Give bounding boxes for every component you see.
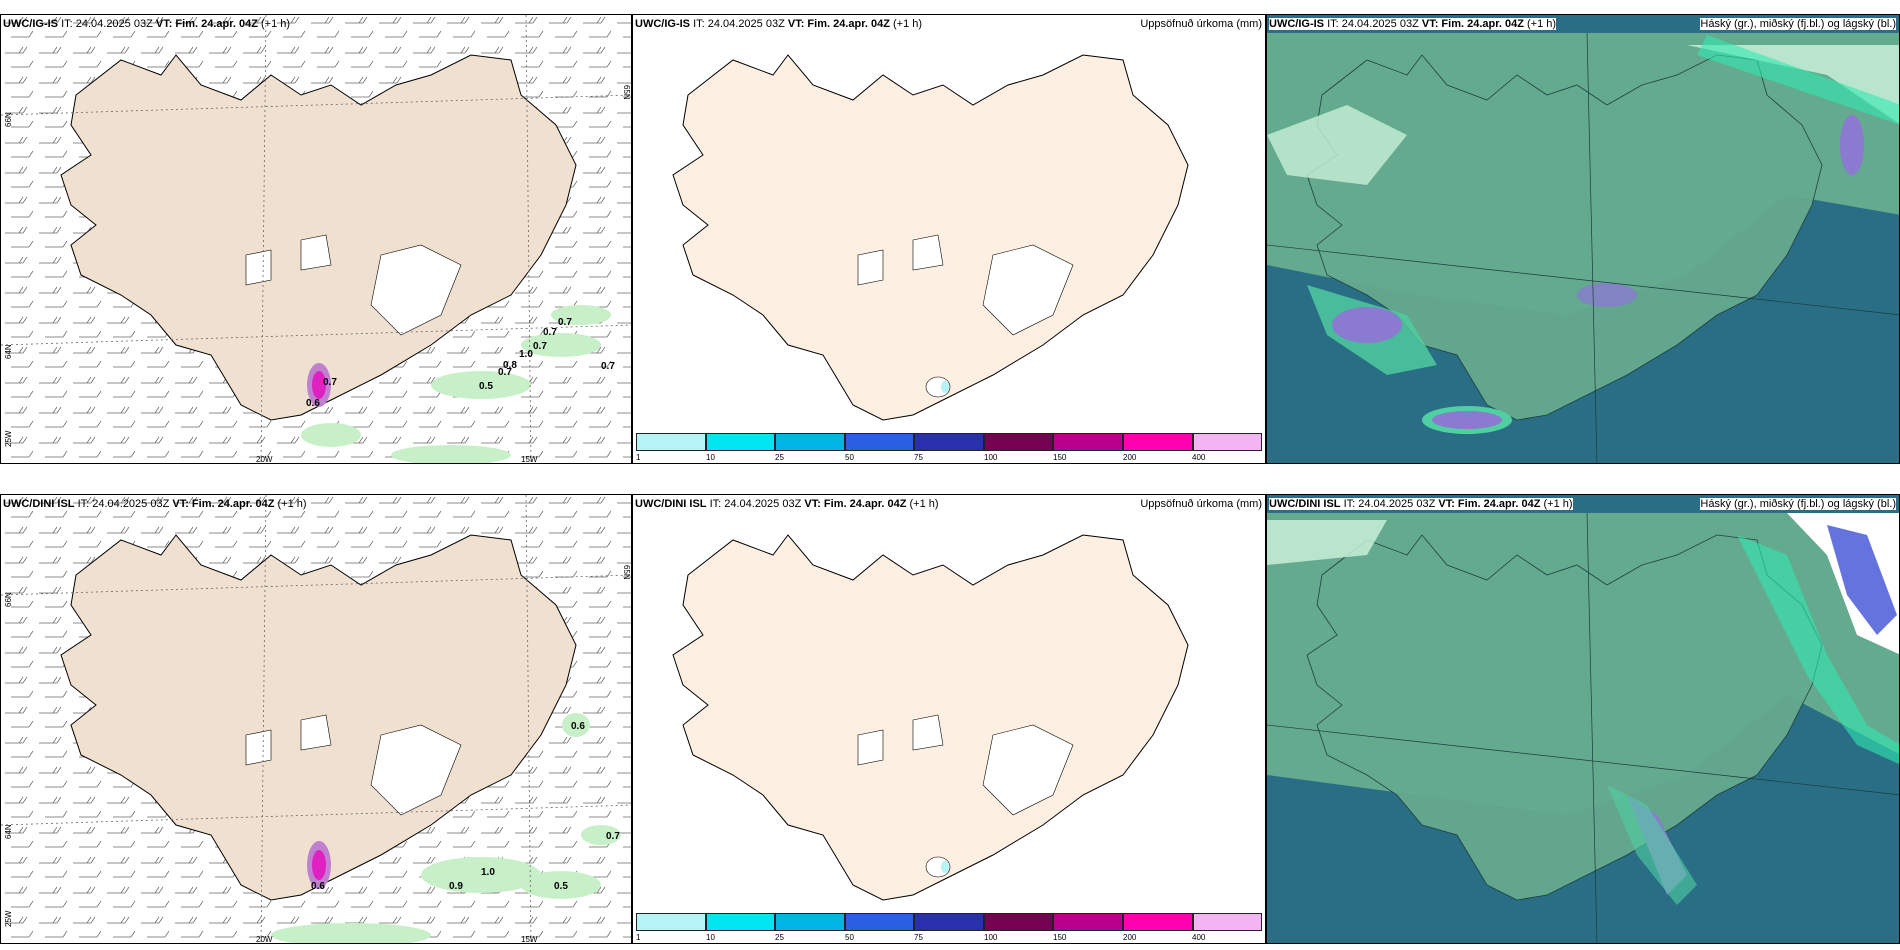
lat-label-65n: 65N (622, 85, 631, 100)
wind-value: 0.6 (306, 398, 320, 409)
precip-colorbar (636, 433, 1263, 451)
colorbar-swatch (1053, 913, 1123, 931)
colorbar-tick: 1 (636, 453, 641, 462)
wind-value: 0.5 (479, 381, 493, 392)
wind-panel-title: UWC/IG-IS IT: 24.04.2025 03Z VT: Fim. 24… (3, 18, 291, 30)
colorbar-swatch (983, 913, 1054, 931)
wind-value: 1.0 (519, 349, 533, 360)
lon-label-20w: 20W (256, 455, 273, 464)
colorbar-tick: 200 (1123, 453, 1137, 462)
colorbar-swatch (844, 913, 915, 931)
lon-label-15w: 15W (521, 935, 538, 944)
precip-panel-subtitle: Uppsöfnuð úrkoma (mm) (1140, 18, 1262, 30)
colorbar-swatch (914, 433, 984, 451)
lat-label-64n: 64N (4, 344, 13, 359)
wind-value: 0.7 (601, 361, 615, 372)
precip-map-row2 (672, 534, 1189, 901)
colorbar-swatch (775, 913, 845, 931)
lon-label-15w: 15W (521, 455, 538, 464)
colorbar-tick: 400 (1192, 933, 1206, 942)
wind-value: 0.7 (543, 327, 557, 338)
lon-label-20w: 20W (256, 935, 273, 944)
precip-map-row1 (672, 54, 1189, 421)
precip-panel-title: UWC/IG-IS IT: 24.04.2025 03Z VT: Fim. 24… (635, 18, 923, 30)
wind-value: 0.7 (498, 367, 512, 378)
colorbar-swatch (705, 913, 776, 931)
wind-value: 0.7 (606, 831, 620, 842)
colorbar-swatch (914, 913, 984, 931)
colorbar-tick: 75 (914, 933, 923, 942)
colorbar-tick: 10 (706, 453, 715, 462)
precip-panel-row1: UWC/IG-IS IT: 24.04.2025 03Z VT: Fim. 24… (632, 14, 1266, 464)
cloud-map-row2 (1267, 512, 1899, 943)
lat-label-66n: 66N (4, 592, 13, 607)
colorbar-swatch (1122, 433, 1193, 451)
cloud-panel-row1: UWC/IG-IS IT: 24.04.2025 03Z VT: Fim. 24… (1266, 14, 1900, 464)
wind-value: 0.6 (311, 881, 325, 892)
colorbar-ticks: 1 10 25 50 75 100 150 200 400 (636, 453, 1262, 463)
wind-map-row2 (1, 495, 631, 943)
colorbar-tick: 25 (775, 453, 784, 462)
lat-label-64n: 64N (4, 824, 13, 839)
wind-value: 0.9 (449, 881, 463, 892)
precip-colorbar (636, 913, 1263, 931)
lat-label-65n: 65N (622, 565, 631, 580)
wind-value: 0.7 (558, 317, 572, 328)
colorbar-tick: 75 (914, 453, 923, 462)
lon-label-25w: 25W (4, 430, 13, 447)
colorbar-swatch (983, 433, 1054, 451)
colorbar-tick: 200 (1123, 933, 1137, 942)
colorbar-swatch (844, 433, 915, 451)
colorbar-tick: 100 (984, 453, 998, 462)
colorbar-swatch (775, 433, 845, 451)
colorbar-tick: 150 (1053, 933, 1067, 942)
cloud-panel-subtitle: Háský (gr.), miðský (fj.bl.) og lágský (… (1700, 498, 1896, 510)
wind-value: 0.5 (554, 881, 568, 892)
colorbar-tick: 50 (845, 933, 854, 942)
colorbar-swatch (636, 433, 706, 451)
colorbar-ticks: 1 10 25 50 75 100 150 200 400 (636, 933, 1262, 943)
wind-value: 0.8 (503, 360, 517, 371)
colorbar-swatch (1192, 433, 1263, 451)
colorbar-tick: 150 (1053, 453, 1067, 462)
colorbar-tick: 25 (775, 933, 784, 942)
iceland-land-shape (1306, 54, 1823, 421)
wind-panel-row1: UWC/IG-IS IT: 24.04.2025 03Z VT: Fim. 24… (0, 14, 632, 464)
cloud-map-row1 (1267, 32, 1899, 463)
cloud-panel-row2: UWC/DINI ISL IT: 24.04.2025 03Z VT: Fim.… (1266, 494, 1900, 944)
wind-value: 1.0 (481, 867, 495, 878)
wind-map-row1 (1, 15, 631, 463)
colorbar-swatch (636, 913, 706, 931)
lon-label-25w: 25W (4, 910, 13, 927)
cloud-panel-subtitle: Háský (gr.), miðský (fj.bl.) og lágský (… (1700, 18, 1896, 30)
precip-panel-subtitle: Uppsöfnuð úrkoma (mm) (1140, 498, 1262, 510)
precip-panel-row2: UWC/DINI ISL IT: 24.04.2025 03Z VT: Fim.… (632, 494, 1266, 944)
colorbar-tick: 100 (984, 933, 998, 942)
colorbar-swatch (1192, 913, 1263, 931)
wind-panel-row2: UWC/DINI ISL IT: 24.04.2025 03Z VT: Fim.… (0, 494, 632, 944)
wind-value: 0.6 (571, 721, 585, 732)
wind-panel-title: UWC/DINI ISL IT: 24.04.2025 03Z VT: Fim.… (3, 498, 307, 510)
lat-label-66n: 66N (4, 112, 13, 127)
cloud-panel-title: UWC/DINI ISL IT: 24.04.2025 03Z VT: Fim.… (1269, 498, 1573, 510)
wind-value: 0.7 (323, 377, 337, 388)
colorbar-swatch (705, 433, 776, 451)
wind-value: 0.7 (533, 341, 547, 352)
colorbar-swatch (1122, 913, 1193, 931)
colorbar-tick: 400 (1192, 453, 1206, 462)
colorbar-tick: 1 (636, 933, 641, 942)
iceland-land-shape (1306, 534, 1823, 901)
colorbar-tick: 50 (845, 453, 854, 462)
cloud-panel-title: UWC/IG-IS IT: 24.04.2025 03Z VT: Fim. 24… (1269, 18, 1557, 30)
precip-panel-title: UWC/DINI ISL IT: 24.04.2025 03Z VT: Fim.… (635, 498, 939, 510)
colorbar-tick: 10 (706, 933, 715, 942)
colorbar-swatch (1053, 433, 1123, 451)
